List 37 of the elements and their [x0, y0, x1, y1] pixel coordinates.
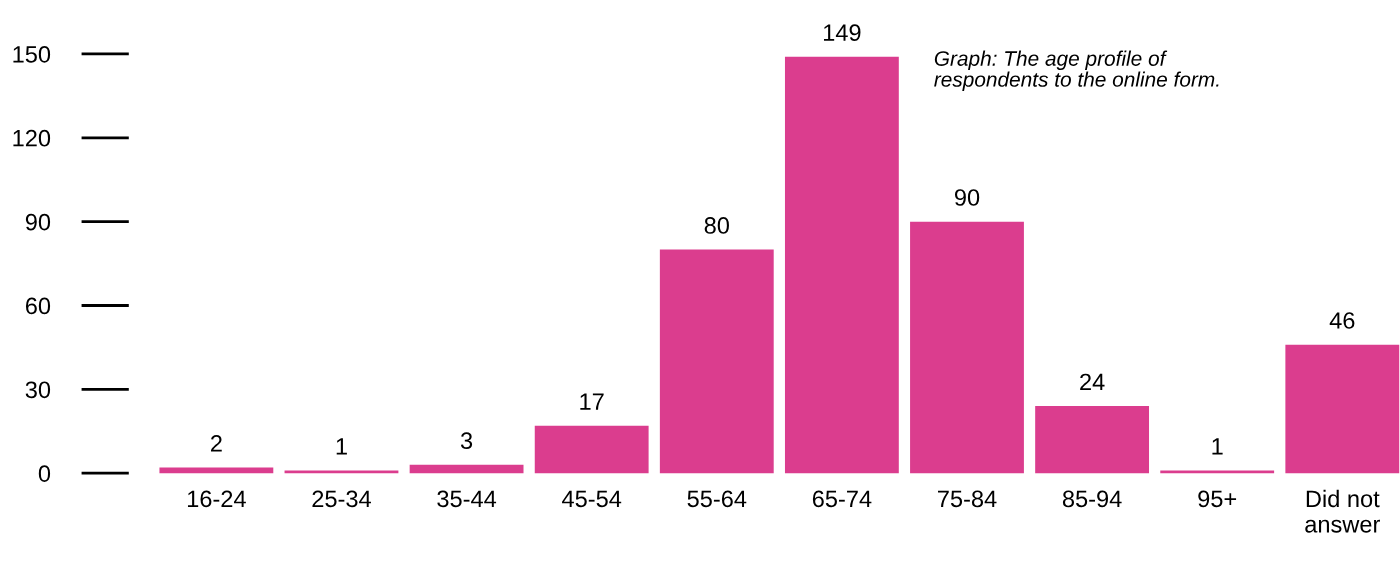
- data-label: 46: [1329, 312, 1355, 329]
- x-tick-label: 65-74: [812, 490, 872, 508]
- x-tick-label: 55-64: [687, 490, 747, 508]
- bar: [784, 56, 899, 474]
- y-tick-label: 90: [25, 213, 51, 231]
- bar: [409, 464, 524, 474]
- data-label: 3: [460, 432, 473, 450]
- x-tick-label: 95+: [1198, 490, 1237, 508]
- bar: [534, 425, 649, 474]
- x-tick-label: 16-24: [187, 490, 246, 508]
- y-tick-label: 150: [13, 46, 51, 63]
- data-label: 80: [704, 217, 729, 234]
- x-tick-label: 75-84: [938, 490, 997, 508]
- bar: [159, 467, 274, 474]
- bar: [1035, 406, 1150, 474]
- x-tick-label: Did not answer: [1305, 489, 1380, 533]
- x-tick-label: 45-54: [562, 490, 622, 508]
- bar: [1160, 470, 1275, 474]
- y-tick-label: 0: [38, 465, 51, 482]
- annotation: Graph: The age profile of respondents to the online form.: [934, 50, 1219, 91]
- y-tick-label: 120: [13, 129, 51, 147]
- bar: [284, 470, 399, 474]
- data-label: 90: [954, 189, 980, 206]
- y-tick-label: 30: [25, 381, 51, 399]
- data-label: 24: [1080, 373, 1105, 391]
- data-label: 17: [580, 393, 604, 410]
- y-tick-label: 60: [25, 297, 51, 315]
- data-label: 2: [211, 435, 222, 452]
- bar: [1285, 344, 1400, 474]
- data-label: 1: [1212, 438, 1223, 455]
- data-label: 149: [824, 24, 861, 41]
- x-tick-label: 85-94: [1062, 490, 1122, 508]
- bar: [910, 221, 1024, 474]
- x-tick-label: 25-34: [312, 490, 371, 508]
- bar: [659, 249, 774, 474]
- x-tick-label: 35-44: [437, 490, 497, 508]
- data-label: 1: [336, 438, 347, 455]
